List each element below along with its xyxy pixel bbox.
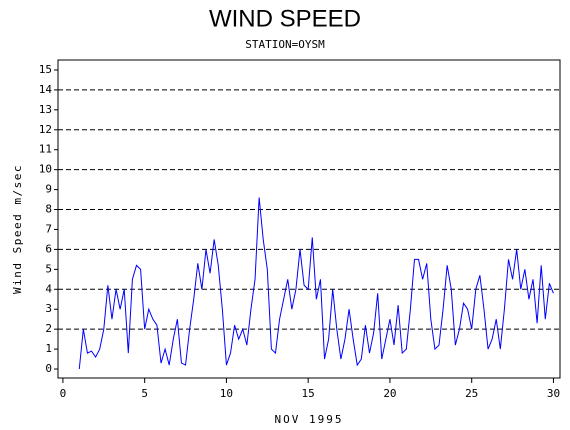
chart-subtitle: STATION=OYSM (245, 38, 325, 51)
y-tick-label: 8 (45, 203, 52, 216)
y-tick-label: 13 (39, 103, 52, 116)
y-tick-label: 9 (45, 183, 52, 196)
data-line (78, 197, 554, 370)
x-tick-label: 10 (220, 387, 233, 400)
x-tick-label: 15 (302, 387, 315, 400)
y-tick-label: 5 (45, 262, 52, 275)
x-tick-label: 20 (383, 387, 396, 400)
x-tick-label: 25 (465, 387, 478, 400)
y-tick-label: 10 (39, 163, 52, 176)
y-tick-label: 0 (45, 362, 52, 375)
y-tick-label: 15 (39, 63, 52, 76)
plot-frame (57, 59, 561, 379)
y-tick-label: 11 (39, 143, 52, 156)
y-tick-label: 12 (39, 123, 52, 136)
y-tick-label: 2 (45, 322, 52, 335)
y-tick-label: 7 (45, 222, 52, 235)
x-tick-label: 5 (141, 387, 148, 400)
y-tick-label: 1 (45, 342, 52, 355)
y-tick-label: 3 (45, 302, 52, 315)
y-tick-label: 4 (45, 282, 52, 295)
y-axis-label: Wind Speed m/sec (11, 164, 24, 294)
chart-title: WIND SPEED (209, 5, 361, 32)
x-tick-label: 0 (60, 387, 67, 400)
y-tick-label: 14 (39, 83, 53, 96)
x-axis-label: NOV 1995 (275, 413, 344, 426)
x-tick-label: 30 (547, 387, 560, 400)
y-tick-label: 6 (45, 242, 52, 255)
